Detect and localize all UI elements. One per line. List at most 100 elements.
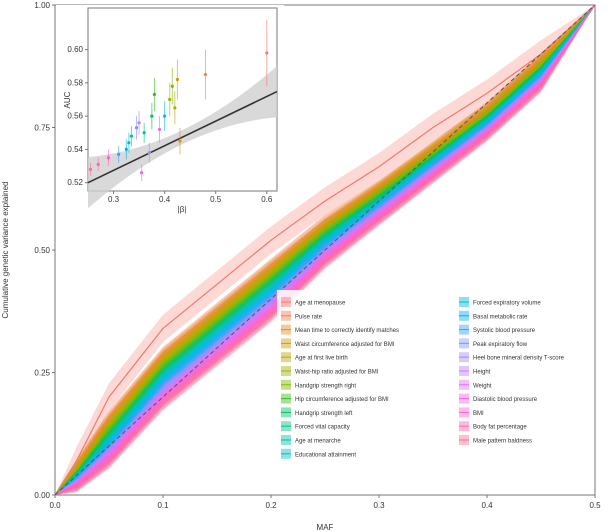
inset-point xyxy=(142,131,146,135)
legend-label: Mean time to correctly identify matches xyxy=(295,328,399,334)
inset-point xyxy=(170,84,174,88)
legend-label: Handgrip strength right xyxy=(295,383,356,389)
x-tick-label: 0.4 xyxy=(481,501,493,510)
legend-label: Pulse rate xyxy=(295,314,323,320)
series-body-fat-percentage xyxy=(54,4,596,496)
series-height xyxy=(54,4,596,496)
inset-point xyxy=(96,162,100,166)
inset-point xyxy=(157,127,162,132)
inset-points xyxy=(88,19,269,182)
inset-x-tick-label: 0.6 xyxy=(261,195,273,204)
legend-label: Hip circumference adjusted for BMI xyxy=(295,397,389,403)
legend-label: Forced expiratory volume xyxy=(473,301,541,307)
inset-point xyxy=(175,77,179,82)
series-peak-expiratory-flow xyxy=(54,4,596,496)
inset-y-tick-label: 0.60 xyxy=(67,45,83,54)
inset-x-tick-label: 0.3 xyxy=(108,195,120,204)
inset-y-tick-label: 0.54 xyxy=(67,145,83,154)
inset-point xyxy=(173,106,177,110)
inset-x-axis-ticks: 0.3 0.4 0.5 0.6 xyxy=(108,191,273,204)
series-heel-bone-mineral-density-t-score xyxy=(54,4,596,496)
x-axis-label: MAF xyxy=(317,523,334,532)
inset-point xyxy=(163,114,167,118)
series-forced-expiratory-volume xyxy=(54,4,596,496)
y-axis-ticks: 0.00 0.25 0.50 0.75 1.00 xyxy=(34,1,55,500)
y-tick-label: 1.00 xyxy=(34,1,50,10)
y-tick-label: 0.75 xyxy=(34,124,50,133)
y-tick-label: 0.00 xyxy=(34,491,50,500)
inset-point xyxy=(106,156,111,160)
legend-label: Age at menopause xyxy=(295,301,346,307)
legend-label: Systolic blood pressure xyxy=(473,328,536,334)
series-hip-circumference-adjusted-for-bmi xyxy=(54,4,596,496)
series-systolic-blood-pressure xyxy=(54,4,596,496)
inset-point xyxy=(168,97,172,102)
inset-point xyxy=(127,141,131,145)
legend-box xyxy=(277,290,592,460)
inset-y-axis-ticks: 0.52 0.54 0.56 0.58 0.60 xyxy=(67,45,88,187)
inset-point xyxy=(88,167,93,171)
x-tick-label: 0.3 xyxy=(373,501,385,510)
y-tick-label: 0.50 xyxy=(34,246,50,255)
inset-y-tick-label: 0.56 xyxy=(67,112,83,121)
series-mean-time-to-correctly-identify-matches xyxy=(54,4,596,496)
inset-point xyxy=(129,134,134,138)
series-age-at-first-live-birth xyxy=(54,4,596,496)
legend-label: Weight xyxy=(473,383,492,389)
series-male-pattern-baldness xyxy=(54,4,596,496)
x-tick-label: 0.0 xyxy=(49,501,61,510)
series-waist-circumference-adjusted-for-bmi xyxy=(54,4,596,496)
diagonal-reference-line xyxy=(54,4,596,496)
inset-x-tick-label: 0.4 xyxy=(159,195,171,204)
regression-line xyxy=(87,90,278,184)
main-chart: 0.0 0.1 0.2 0.3 0.4 0.5 0.000.250.500.751.00 … xyxy=(1,1,601,532)
legend-label: Body fat percentage xyxy=(473,425,527,431)
inset-point xyxy=(150,114,154,118)
series-handgrip-strength-left xyxy=(54,4,596,496)
legend-label: Educational attainment xyxy=(295,452,356,458)
inset-point xyxy=(178,139,182,143)
series-bmi xyxy=(54,4,596,496)
inset-point xyxy=(203,72,208,77)
y-tick-label: 0.25 xyxy=(34,369,50,378)
inset-y-tick-label: 0.58 xyxy=(67,78,83,87)
legend-label: Age at first live birth xyxy=(295,356,348,362)
series-handgrip-strength-right xyxy=(54,4,596,496)
series-educational-attainment xyxy=(54,4,596,496)
legend-label: Age at menarche xyxy=(295,439,341,445)
legend-label: Height xyxy=(473,370,491,376)
legend: Age at menopause Pulse rate Mean time to c… xyxy=(277,290,592,460)
series-weight xyxy=(54,4,596,496)
x-tick-label: 0.5 xyxy=(589,501,601,510)
legend-label: Forced vital capacity xyxy=(295,425,350,431)
inset-chart: 0.3 0.4 0.5 0.6 0.52 0.54 0.56 0.58 0.60 |β| AU… xyxy=(56,5,284,216)
series-lines xyxy=(54,4,596,496)
series-pulse-rate xyxy=(54,4,596,496)
inset-point xyxy=(117,152,121,156)
legend-label: BMI xyxy=(473,411,484,417)
inset-x-tick-label: 0.5 xyxy=(210,195,222,204)
legend-label: Waist-hip ratio adjusted for BMI xyxy=(295,370,379,376)
inset-point xyxy=(152,92,157,97)
inset-point xyxy=(265,51,269,55)
legend-label: Peak expiratory flow xyxy=(473,342,528,348)
inset-point xyxy=(140,171,144,175)
x-tick-label: 0.1 xyxy=(157,501,169,510)
y-axis-label: Cumulative genetic variance explained xyxy=(1,182,10,319)
legend-label: Handgrip strength left xyxy=(295,411,353,417)
legend-label: Waist circumference adjusted for BMI xyxy=(295,342,395,348)
x-axis-ticks: 0.0 0.1 0.2 0.3 0.4 0.5 xyxy=(49,495,601,510)
legend-label: Diastolic blood pressure xyxy=(473,397,538,403)
series-age-at-menopause xyxy=(54,4,596,496)
series-diastolic-blood-pressure xyxy=(54,4,596,496)
inset-y-axis-label: AUC xyxy=(63,91,72,108)
legend-label: Basal metabolic rate xyxy=(473,314,528,320)
series-age-at-menarche xyxy=(54,4,596,496)
inset-point xyxy=(147,151,151,155)
inset-point xyxy=(134,126,139,130)
inset-x-axis-label: |β| xyxy=(178,205,187,214)
inset-point xyxy=(124,147,128,152)
legend-label: Heel bone mineral density T-score xyxy=(473,356,565,362)
legend-label: Male pattern baldness xyxy=(473,439,532,445)
